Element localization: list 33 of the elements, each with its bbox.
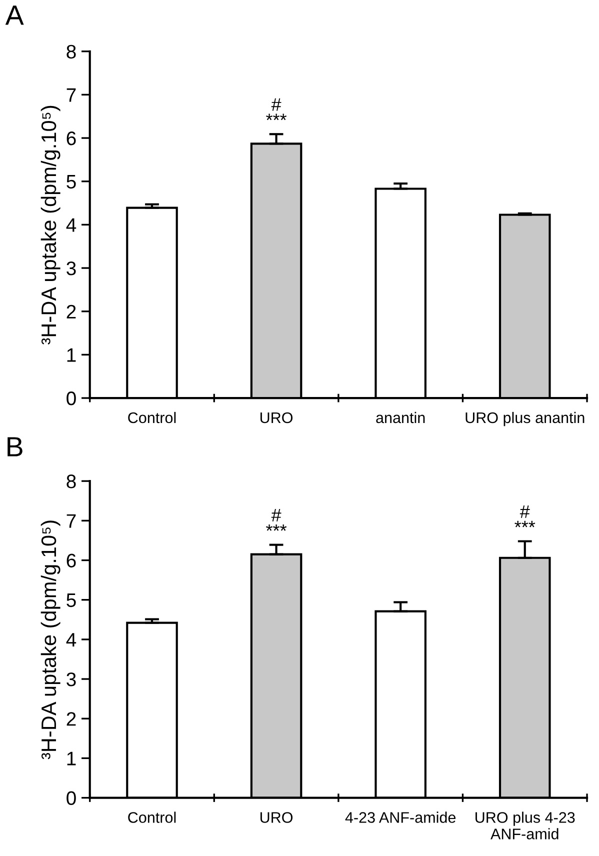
y-tick-label: 0	[66, 392, 76, 406]
y-tick-label: 5	[66, 175, 76, 189]
y-tick-label: 5	[66, 594, 76, 608]
y-tick-label: 2	[66, 304, 76, 318]
x-tick-label: URO plus 4-23 ANF-amid	[476, 812, 575, 840]
y-tick-label: 0	[66, 791, 76, 806]
x-tick-label: URO plus anantin	[466, 412, 584, 426]
chart-title: B	[8, 437, 22, 456]
y-tick-label: 2	[66, 712, 76, 726]
y-axis-title: ³H-DA uptake (dpm/g.10⁵)	[40, 520, 60, 760]
annotation: # ***	[266, 98, 287, 120]
y-tick-label: 3	[66, 672, 76, 686]
y-tick-label: 1	[67, 348, 76, 362]
y-tick-label: 7	[66, 514, 76, 528]
annotation: # ***	[514, 505, 536, 528]
x-tick-label: 4-23 ANF-amide	[345, 812, 456, 823]
x-tick-label: anantin	[376, 412, 425, 424]
y-tick-label: 4	[66, 218, 76, 232]
chart-title: A	[5, 6, 24, 25]
x-tick-label: URO	[260, 812, 293, 823]
y-axis-title: ³H-DA uptake (dpm/g.10⁵)	[40, 106, 60, 345]
y-tick-label: 8	[66, 474, 76, 488]
y-tick-label: 6	[66, 132, 76, 146]
y-tick-label: 4	[66, 633, 76, 646]
y-tick-label: 3	[66, 262, 76, 276]
annotation: # ***	[266, 509, 287, 531]
y-tick-label: 6	[66, 554, 76, 568]
x-tick-label: Control	[128, 812, 176, 823]
y-tick-label: 7	[66, 88, 76, 102]
y-tick-label: 8	[66, 44, 76, 59]
x-tick-label: URO	[260, 412, 293, 424]
x-tick-label: Control	[128, 412, 176, 424]
y-tick-label: 1	[67, 752, 76, 766]
